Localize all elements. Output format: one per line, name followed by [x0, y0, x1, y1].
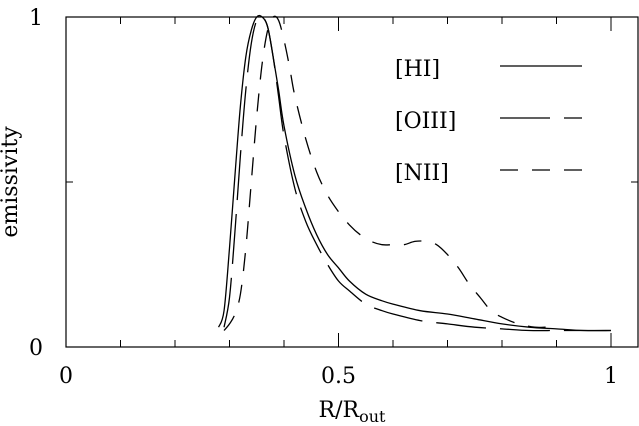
x-axis-label-main: R/R [319, 398, 361, 423]
y-axis-label: emissivity [0, 126, 23, 238]
legend-label-oiii: [OIII] [395, 109, 456, 134]
legend-label-nii: [NII] [395, 161, 449, 186]
x-axis-label-sub: out [359, 407, 386, 426]
series-line-1 [223, 15, 611, 332]
x-tick-label: 0.5 [321, 364, 356, 389]
x-tick-label: 0 [59, 364, 73, 389]
legend: [HI] [OIII] [NII] [395, 57, 582, 186]
y-tick-label: 0 [29, 336, 43, 361]
x-axis-label: R/Rout [319, 398, 386, 426]
tick-marks [65, 16, 638, 348]
x-tick-label: 1 [604, 364, 618, 389]
series-lines [217, 14, 612, 332]
y-tick-label: 1 [29, 6, 43, 31]
tick-labels: 0 0.5 1 0 1 [29, 6, 618, 389]
series-line-2 [223, 15, 546, 331]
series-line-0 [217, 14, 612, 332]
legend-label-hi: [HI] [395, 57, 440, 82]
